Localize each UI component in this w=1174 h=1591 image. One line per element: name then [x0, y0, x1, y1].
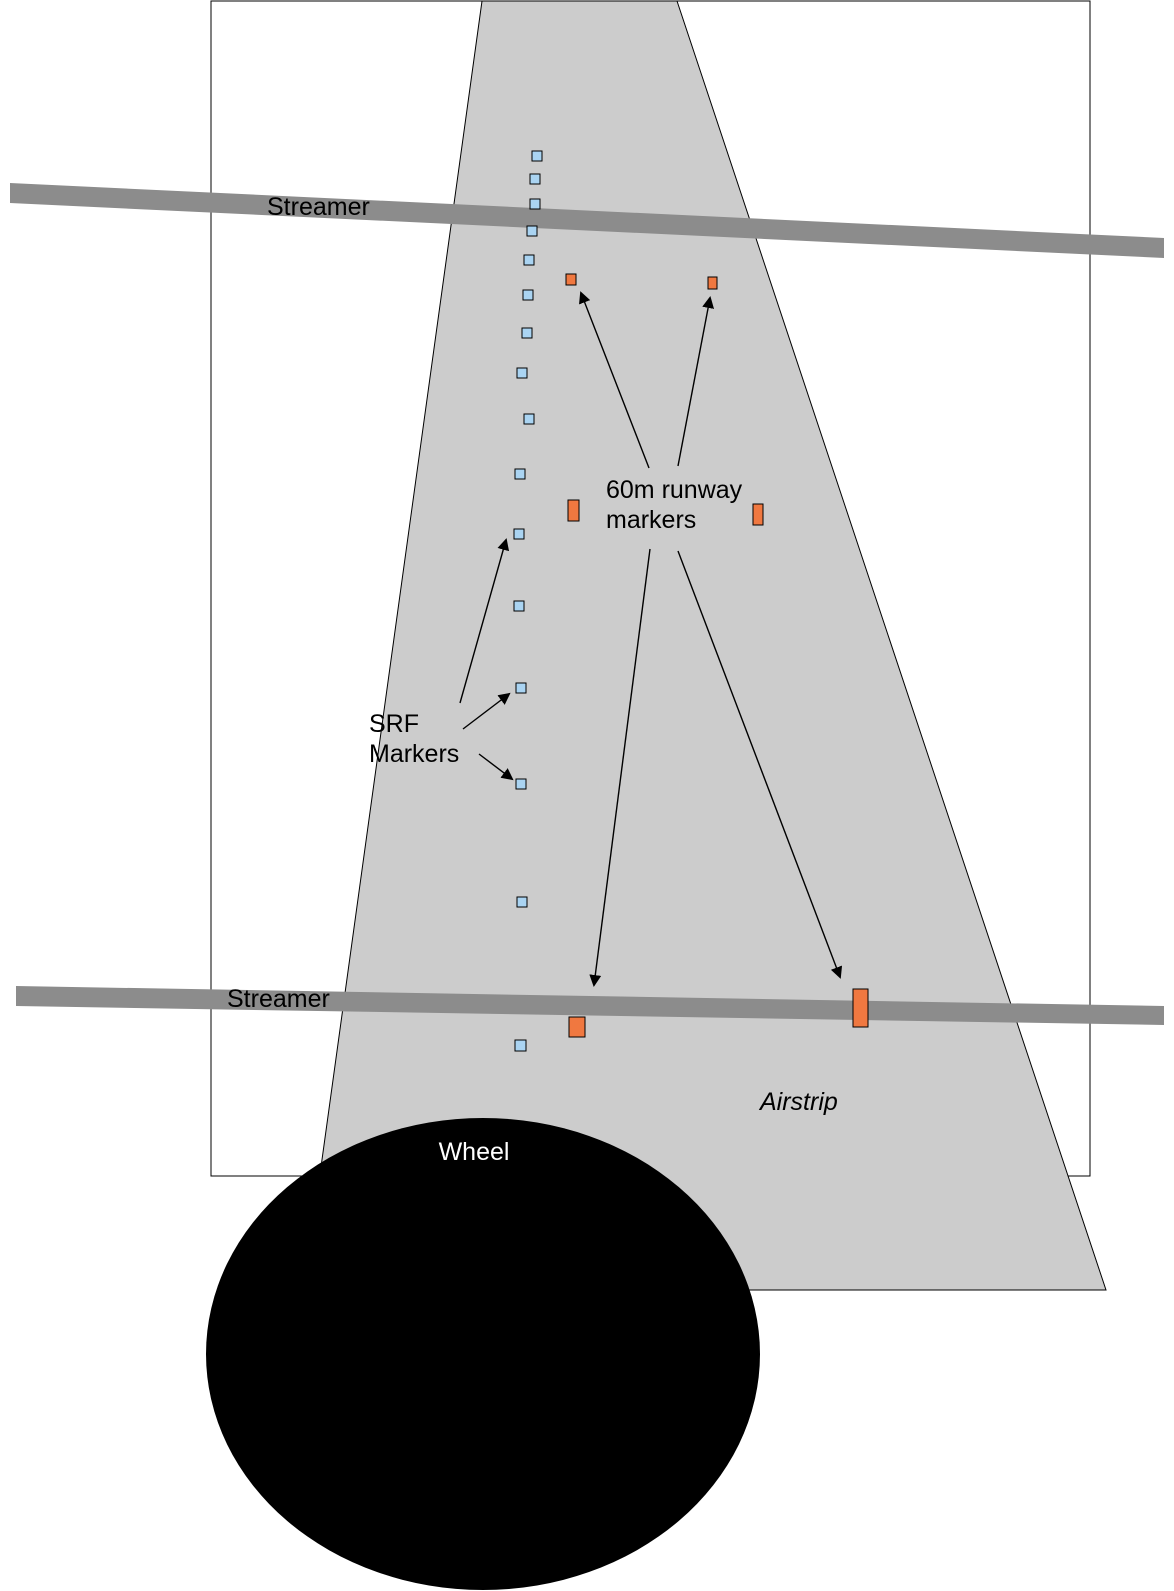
airstrip-shape — [303, 0, 1107, 1291]
srf-marker — [513, 600, 525, 612]
wheel-shape — [206, 1118, 760, 1590]
runway-marker — [568, 1016, 586, 1038]
srf-markers-label-line2: Markers — [369, 740, 459, 768]
streamer-bottom-band — [16, 986, 1164, 1025]
runway-arrow-upper-right — [677, 296, 715, 467]
srf-marker — [515, 778, 527, 790]
srf-marker — [523, 254, 535, 266]
airstrip-label: Airstrip — [758, 1088, 838, 1116]
runway-arrow-lower-right — [677, 550, 843, 979]
runway-markers-label-line1: 60m runway — [606, 476, 743, 504]
srf-arrow-upper — [459, 538, 510, 704]
streamer-bottom-label: Streamer — [227, 985, 330, 1013]
runway-arrow-upper-left — [579, 291, 650, 469]
runway-marker — [565, 273, 577, 286]
streamer-top-label: Streamer — [267, 193, 370, 221]
srf-marker — [515, 682, 527, 694]
runway-arrow-lower-left — [589, 548, 651, 987]
srf-marker — [526, 225, 538, 237]
srf-marker — [513, 528, 525, 540]
srf-marker — [529, 198, 541, 210]
runway-marker — [707, 276, 718, 290]
srf-markers-label-line1: SRF — [369, 710, 419, 738]
srf-marker — [516, 896, 528, 908]
srf-marker — [516, 367, 528, 379]
runway-marker — [752, 503, 764, 526]
srf-arrow-middle — [462, 692, 511, 730]
srf-marker — [522, 289, 534, 301]
srf-marker — [523, 413, 535, 425]
runway-marker-group — [565, 273, 869, 1038]
srf-marker — [514, 1039, 527, 1052]
srf-marker — [521, 327, 533, 339]
streamer-top-band — [10, 183, 1164, 258]
wheel-label: Wheel — [439, 1138, 510, 1166]
runway-marker — [567, 499, 580, 522]
runway-markers-label-line2: markers — [606, 506, 696, 534]
runway-marker — [852, 988, 869, 1028]
srf-marker-group — [513, 150, 543, 1052]
srf-marker — [531, 150, 543, 162]
srf-marker — [529, 173, 541, 185]
srf-arrow-lower — [478, 753, 514, 781]
srf-marker — [514, 468, 526, 480]
